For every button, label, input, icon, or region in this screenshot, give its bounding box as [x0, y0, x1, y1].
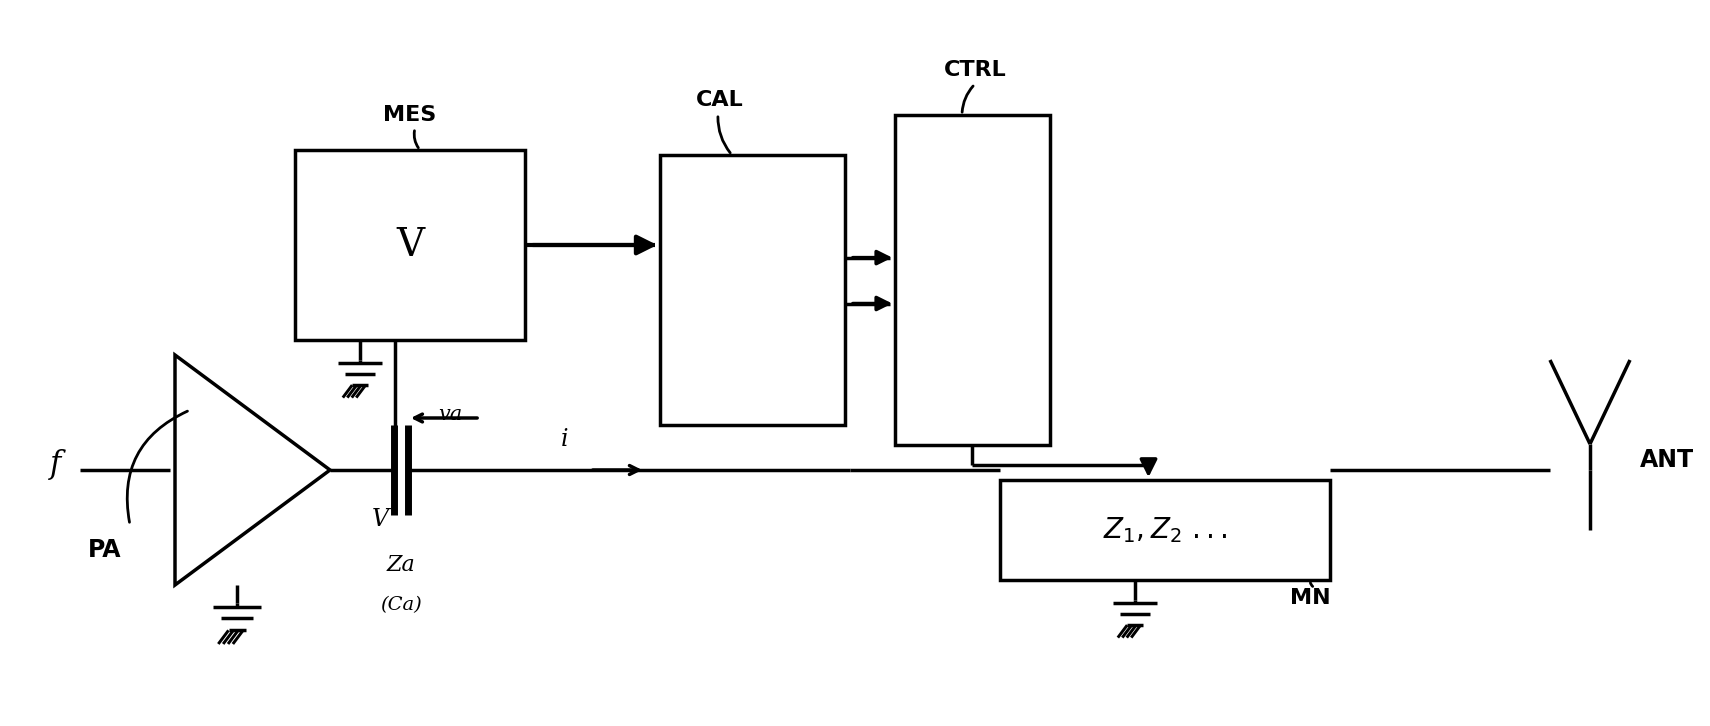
Bar: [296, 150, 525, 340]
Text: i: i: [561, 428, 569, 452]
Text: CTRL: CTRL: [944, 60, 1007, 80]
Text: ANT: ANT: [1640, 448, 1695, 472]
Text: (Ca): (Ca): [380, 596, 422, 614]
Text: MN: MN: [1289, 588, 1330, 608]
Text: V: V: [371, 508, 388, 531]
Bar: [1000, 480, 1330, 580]
Bar: [660, 155, 845, 425]
Text: Za: Za: [386, 554, 416, 576]
Bar: [894, 115, 1050, 445]
Text: PA: PA: [89, 538, 121, 562]
Text: MES: MES: [383, 105, 436, 125]
Text: V: V: [397, 227, 424, 264]
Text: f: f: [50, 449, 60, 481]
Text: $Z_1, Z_2\ ...$: $Z_1, Z_2\ ...$: [1103, 515, 1228, 545]
Text: CAL: CAL: [696, 90, 744, 110]
Text: va: va: [438, 406, 462, 425]
